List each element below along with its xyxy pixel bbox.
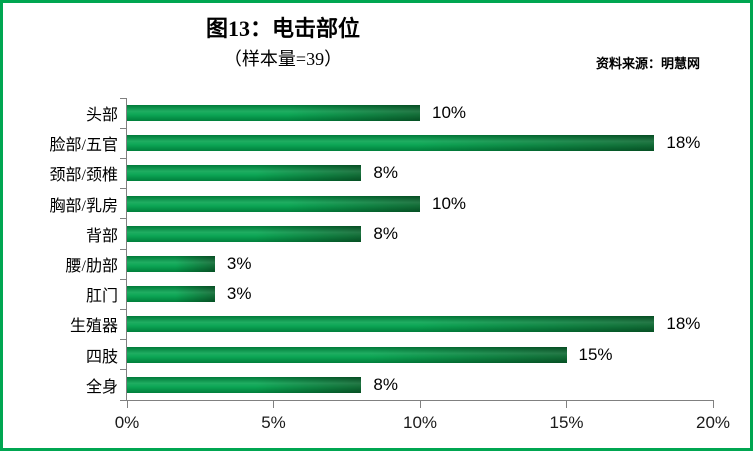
value-label-2: 8% [373,163,398,183]
x-axis-label-4: 20% [695,413,731,432]
category-label-3: 胸部/乳房 [49,197,118,215]
value-label-4: 8% [373,223,398,243]
value-label-5: 3% [226,254,252,274]
bar-2 [127,165,362,182]
bar-row-0: 头部 10% [86,98,713,128]
bar-row-3: 胸部/乳房 10% [50,189,713,219]
bar-row-5: 腰/肋部 3% [66,249,713,279]
category-label-8: 四肢 [85,348,118,366]
y-axis-tick-3 [120,188,127,190]
category-label-7: 生殖器 [69,318,118,336]
x-axis-tick-4 [712,400,714,408]
value-label-0: 10% [432,103,467,123]
y-axis-tick-8 [120,339,127,341]
bar-6 [127,286,215,303]
y-axis-tick-9 [120,369,127,371]
category-label-5: 腰/肋部 [65,258,118,276]
bar-row-6: 肛门 3% [86,279,713,309]
value-label-8: 15% [578,344,613,364]
bar-0 [127,105,420,122]
title-block: 图13：电击部位 （样本量=39） [33,15,533,72]
bar-row-8: 四肢 15% [86,340,713,370]
x-axis-label-2: 10% [402,413,438,432]
source-note: 资料来源：明慧网 [595,56,700,71]
category-label-1: 脸部/五官 [49,137,118,155]
x-axis-tick-3 [566,400,567,408]
x-axis-label-0: 0% [114,413,140,432]
bar-4 [127,225,362,242]
category-label-0: 头部 [85,107,118,125]
plot-area: 头部 10% 脸部/五官 18% 颈部/颈椎 8% 胸部/乳房 10% 背部 8% 腰/肋部 3% 肛门… [50,97,730,432]
x-axis-tick-0 [126,400,128,408]
value-label-7: 18% [666,314,701,334]
bar-3 [127,195,420,212]
bar-row-1: 脸部/五官 18% [50,128,713,158]
y-axis-tick-6 [120,278,127,280]
bar-9 [127,376,362,393]
x-axis-label-1: 5% [261,413,286,432]
value-label-3: 10% [432,193,467,213]
category-label-6: 肛门 [85,288,118,306]
chart-subtitle: （样本量=39） [223,48,343,69]
bar-row-9: 全身 8% [86,370,713,400]
category-label-4: 背部 [85,227,118,245]
bar-7 [127,316,655,333]
category-label-9: 全身 [85,378,118,396]
y-axis-tick-7 [120,308,127,310]
y-axis-tick-0 [120,97,127,99]
y-axis-tick-5 [120,248,127,250]
value-label-1: 18% [666,133,701,153]
bar-row-4: 背部 8% [86,219,713,249]
bar-5 [127,256,215,273]
chart-title: 图13：电击部位 [205,16,360,41]
bar-row-2: 颈部/颈椎 8% [50,158,713,188]
y-axis-tick-10 [120,399,127,401]
category-label-2: 颈部/颈椎 [49,167,118,185]
value-label-9: 8% [373,374,398,394]
x-axis-tick-1 [273,400,274,408]
x-axis-tick-2 [419,400,421,408]
y-axis-tick-1 [120,127,127,129]
bar-1 [127,135,655,152]
y-axis-tick-4 [120,218,127,220]
y-axis-tick-2 [120,157,127,159]
x-axis-label-3: 15% [549,413,584,432]
bar-row-7: 生殖器 18% [70,309,713,339]
bar-8 [127,346,567,363]
value-label-6: 3% [226,284,252,304]
